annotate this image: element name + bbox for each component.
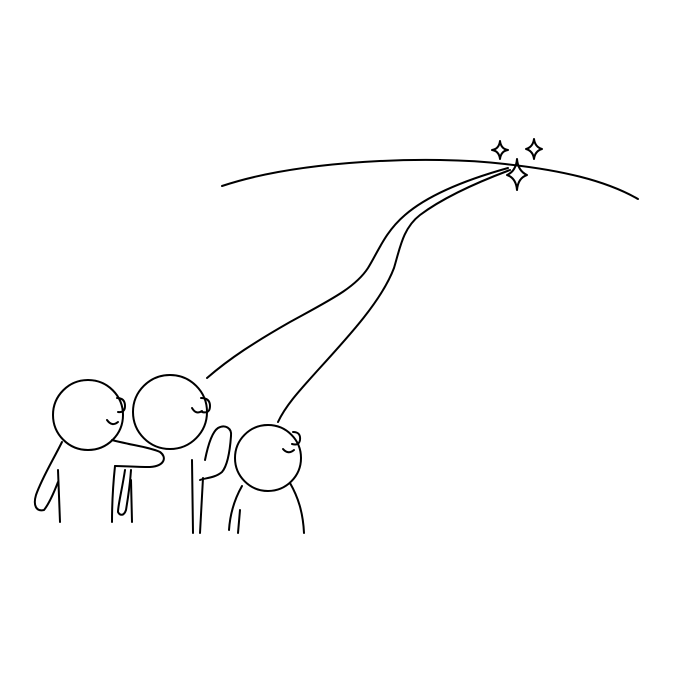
person-right-ear	[291, 431, 302, 446]
person-figure-middle	[132, 374, 233, 534]
person-middle-raised-arm	[199, 425, 233, 481]
person-left-hand-far	[130, 479, 133, 523]
person-right-front	[289, 482, 305, 534]
person-middle-front	[199, 477, 204, 534]
person-middle-smile	[191, 407, 203, 414]
person-left-back	[33, 441, 63, 512]
person-figure-right	[228, 424, 305, 534]
line-art	[33, 138, 639, 534]
person-middle-back	[191, 459, 194, 534]
person-right-back	[228, 485, 243, 531]
person-left-hand-near	[117, 469, 132, 516]
person-left-front	[111, 465, 116, 523]
trail-lower-strand	[277, 169, 511, 423]
sparkle-icon	[525, 138, 543, 160]
person-left-ear	[116, 397, 126, 414]
person-right-head	[234, 424, 302, 492]
shooting-star-trail	[206, 167, 511, 423]
person-left-smile	[106, 419, 119, 426]
person-left-head	[52, 379, 124, 451]
person-right-inner-left	[237, 509, 241, 534]
person-middle-ear	[200, 397, 211, 414]
horizon-arc	[221, 158, 639, 200]
person-figure-left	[33, 379, 165, 523]
sparkles	[491, 138, 543, 191]
person-right-smile	[282, 448, 295, 454]
person-left-torso-left	[57, 469, 61, 523]
sparkle-icon	[506, 158, 528, 191]
person-left-arm	[111, 439, 165, 468]
sparkle-icon	[491, 140, 509, 160]
trail-upper-strand	[206, 167, 509, 379]
